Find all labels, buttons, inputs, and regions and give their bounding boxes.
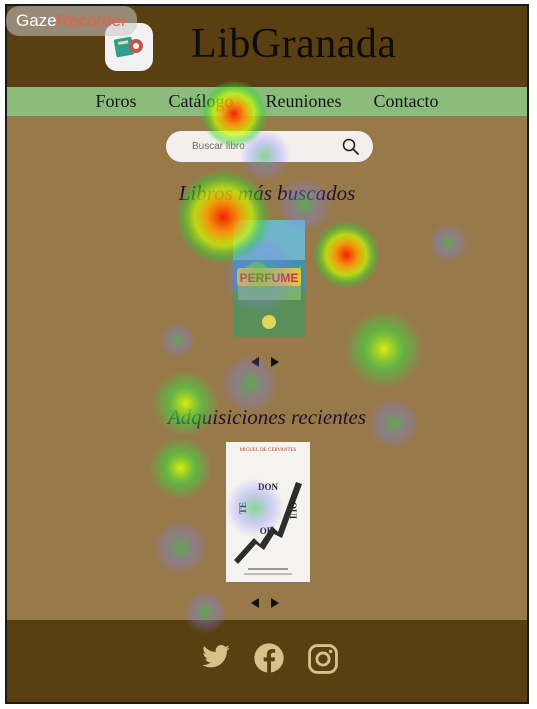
twitter-icon[interactable] (199, 642, 233, 672)
book-cover-title: PERFUME (240, 271, 299, 285)
gaze-recorder-badge: GazeRecorder (6, 6, 137, 36)
search-bar (166, 131, 373, 162)
book-cover-quijote[interactable]: MIGUEL DE CERVANTES DON QUI TE OF (226, 442, 310, 582)
arrow-left-icon[interactable] (251, 357, 259, 367)
carousel-controls-popular (251, 357, 279, 367)
nav-item-reuniones[interactable]: Reuniones (265, 91, 342, 111)
section-title-recent: Adquisiciones recientes (167, 405, 367, 429)
book-word-te: TE (238, 502, 248, 514)
site-title: LibGranada (191, 21, 397, 67)
arrow-left-icon[interactable] (251, 598, 259, 608)
facebook-icon[interactable] (253, 642, 285, 674)
search-input[interactable] (190, 140, 334, 153)
recorder-brand-part2: Recorder (56, 11, 127, 30)
section-title-popular: Libros más buscados (178, 181, 356, 205)
recorder-brand-part1: Gaze (16, 11, 57, 30)
search-icon[interactable] (341, 137, 361, 157)
nav-item-contacto[interactable]: Contacto (373, 91, 439, 111)
nav-item-foros[interactable]: Foros (95, 91, 137, 111)
book-logo-icon (113, 36, 143, 58)
site-header: LibGranada (7, 6, 527, 87)
page-frame: LibGranada Foros Catálogo Reuniones Cont… (5, 4, 529, 704)
nav-item-catalogo[interactable]: Catálogo (168, 91, 234, 111)
arrow-right-icon[interactable] (271, 357, 279, 367)
book-author: MIGUEL DE CERVANTES (240, 448, 297, 453)
book-word-of: OF (260, 526, 273, 536)
site-footer (7, 620, 527, 702)
instagram-icon[interactable] (306, 642, 340, 676)
main-nav: Foros Catálogo Reuniones Contacto (7, 87, 527, 116)
arrow-right-icon[interactable] (271, 598, 279, 608)
book-word-don: DON (258, 482, 279, 492)
book-cover-perfume[interactable]: PERFUME (233, 220, 305, 337)
carousel-controls-recent (251, 598, 279, 608)
book-word-qui: QUI (288, 502, 298, 520)
